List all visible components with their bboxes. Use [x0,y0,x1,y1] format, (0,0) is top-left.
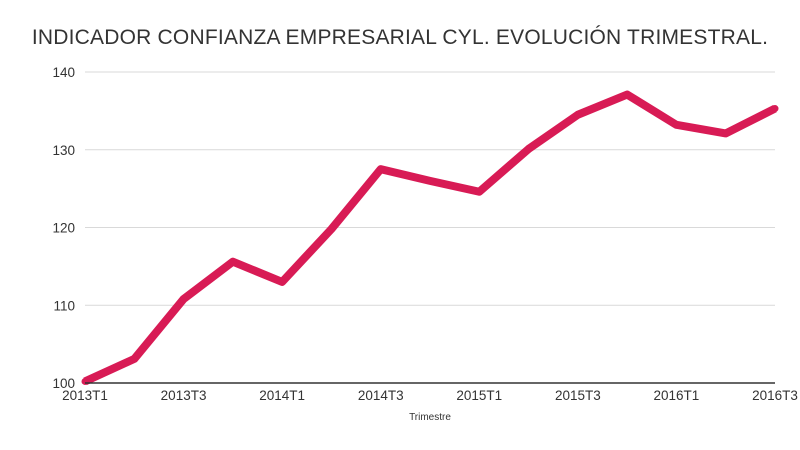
data-point [229,258,237,266]
data-point [377,165,385,173]
data-point [574,111,582,119]
y-tick-label: 100 [52,376,75,391]
x-tick-label: 2013T1 [62,388,108,403]
y-tick-label: 110 [53,298,75,313]
data-point [130,355,138,363]
data-point [426,177,434,185]
x-tick-label: 2016T3 [752,388,798,403]
x-tick-label: 2016T1 [654,388,700,403]
data-point [327,225,335,233]
x-axis-ticks: 2013T1 2013T3 2014T1 2014T3 2015T1 2015T3 2016… [62,388,798,403]
x-tick-label: 2015T1 [456,388,502,403]
chart-title: INDICADOR CONFIANZA EMPRESARIAL CYL. EVO… [31,26,769,49]
y-axis-ticks: 100 110 120 130 140 [52,65,75,391]
data-point [672,121,680,129]
data-point [475,188,483,196]
x-tick-label: 2013T3 [161,388,207,403]
data-point [278,278,286,286]
y-tick-label: 120 [52,221,75,236]
y-tick-label: 140 [52,65,75,80]
series-line [83,90,777,386]
data-point [81,377,89,385]
data-point [623,91,631,99]
x-tick-label: 2014T1 [259,388,305,403]
x-tick-label: 2014T3 [358,388,404,403]
data-point [771,105,779,113]
data-point [722,129,730,137]
series-layer [81,90,779,386]
data-point [525,145,533,153]
x-axis-title: Trimestre [409,412,451,423]
grid-lines [85,71,775,306]
data-point [180,295,188,303]
x-tick-label: 2015T3 [555,388,601,403]
y-tick-label: 130 [52,143,75,158]
